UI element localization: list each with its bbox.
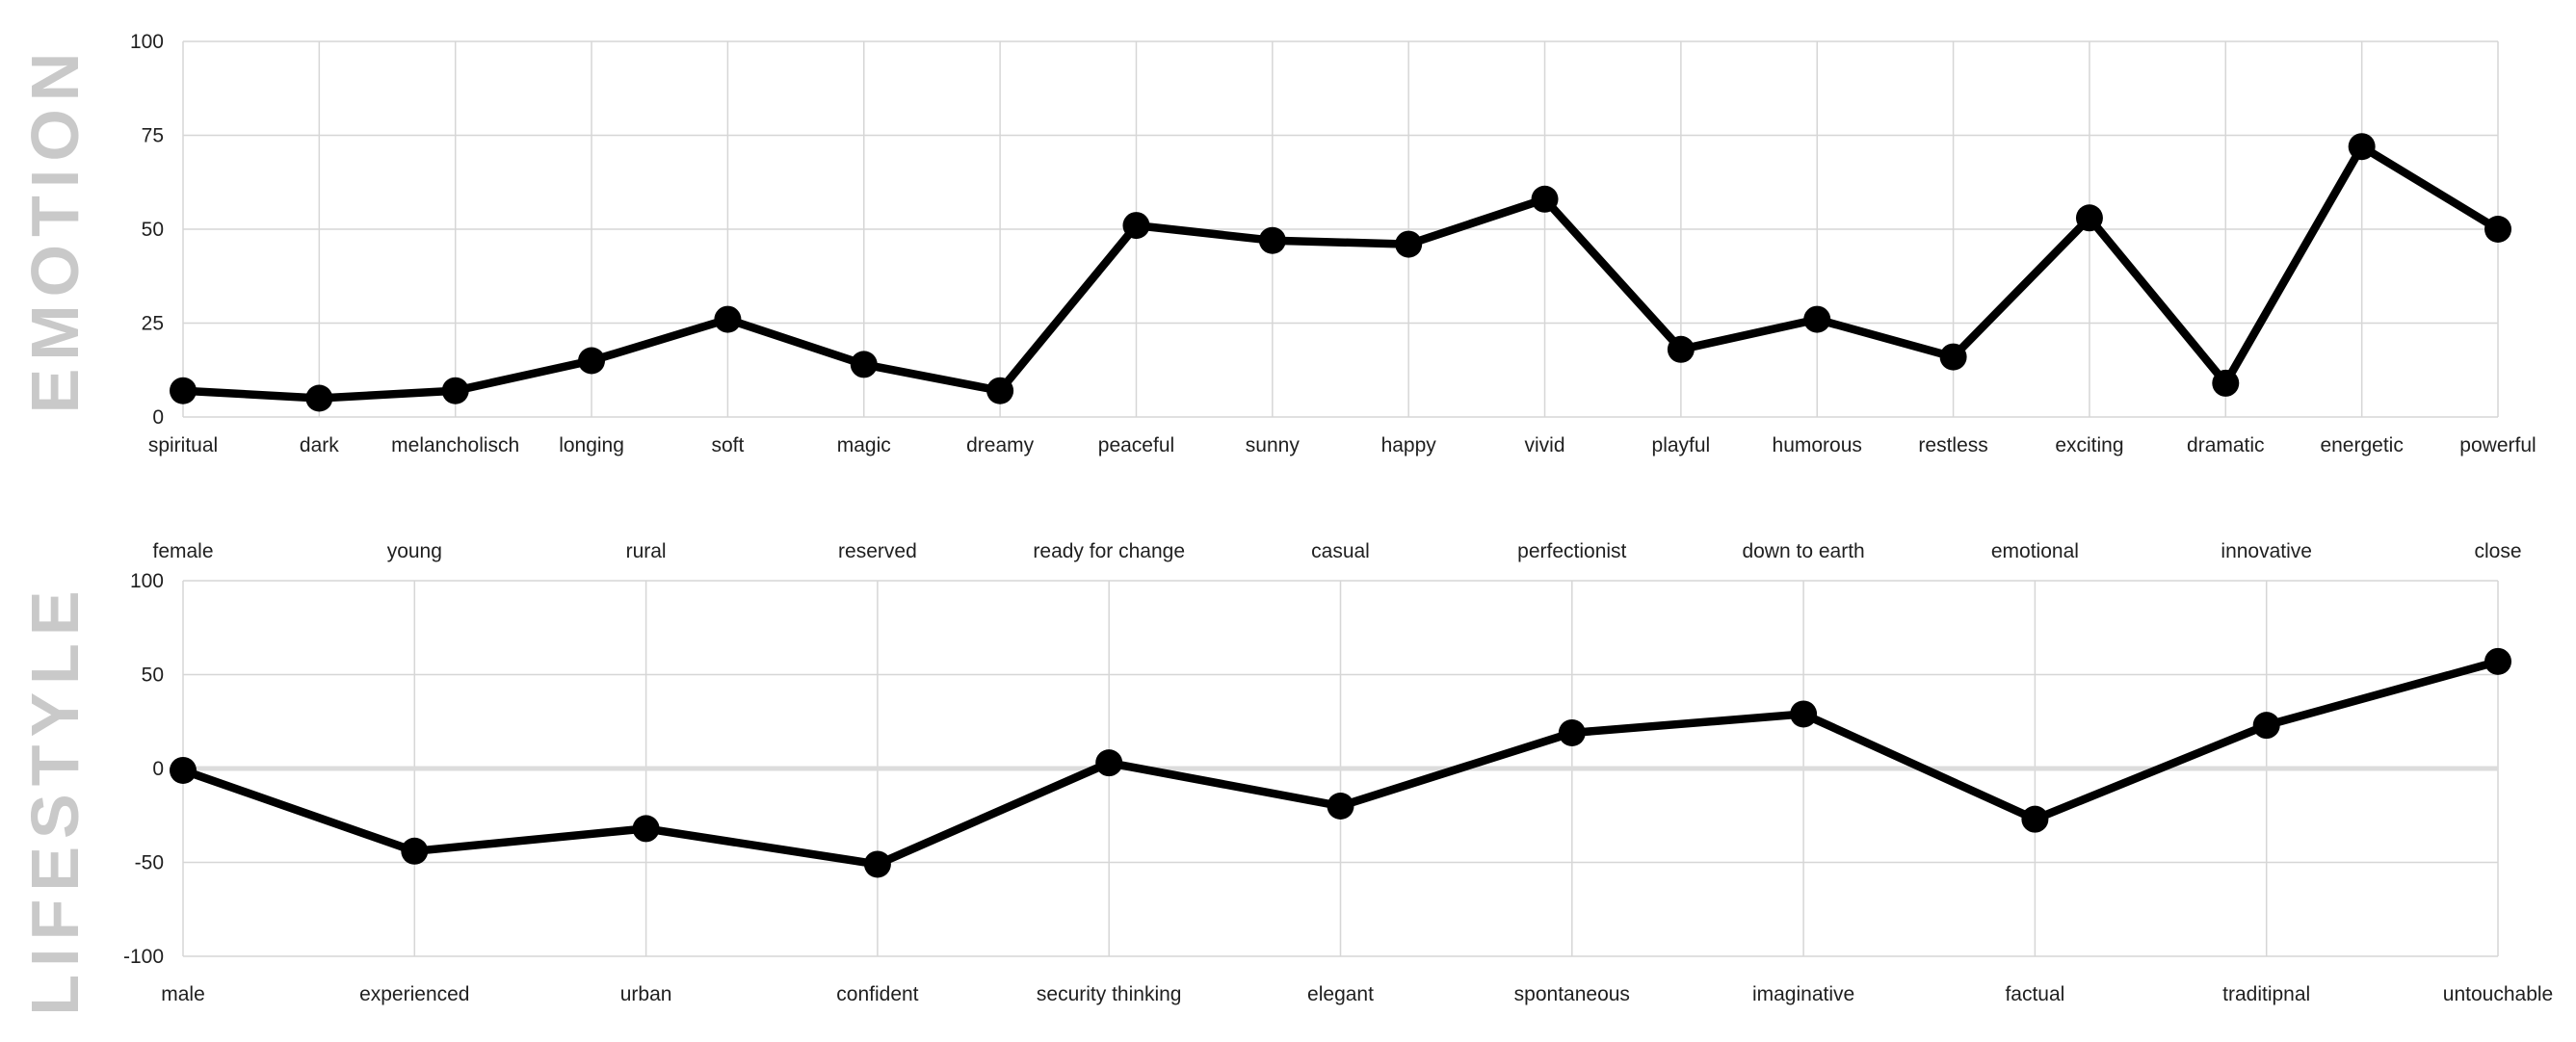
x-category-label: longing [559, 434, 624, 456]
x-category-label-top: rural [626, 540, 667, 562]
data-point [1327, 793, 1354, 820]
x-category-label: exciting [2055, 434, 2123, 456]
x-category-label: peaceful [1098, 434, 1174, 456]
data-point [401, 837, 429, 865]
x-category-label-top: female [152, 540, 213, 562]
data-point [1395, 230, 1423, 258]
x-category-label: powerful [2459, 434, 2536, 456]
x-category-label: elegant [1307, 983, 1374, 1005]
data-point [1095, 749, 1123, 777]
x-category-label-top: young [387, 540, 442, 562]
y-tick-label: 0 [152, 406, 164, 429]
data-point [1531, 185, 1559, 213]
x-category-label-top: ready for change [1033, 540, 1185, 562]
data-point [170, 756, 197, 784]
y-tick-label: 0 [152, 758, 164, 780]
x-category-label: magic [837, 434, 891, 456]
x-category-label-top: reserved [838, 540, 917, 562]
y-tick-label: 50 [142, 219, 164, 241]
x-category-label: factual [2005, 983, 2064, 1005]
x-category-label: male [161, 983, 205, 1005]
data-point [1939, 343, 1967, 371]
data-point [2021, 805, 2049, 833]
series-line [178, 142, 2503, 403]
x-category-label: traditipnal [2222, 983, 2310, 1005]
x-category-label: soft [711, 434, 744, 456]
data-point [1790, 700, 1818, 728]
y-tick-label: -100 [123, 946, 164, 968]
x-category-label: vivid [1525, 434, 1565, 456]
x-category-label: dreamy [966, 434, 1035, 456]
y-tick-label: 100 [130, 31, 164, 53]
data-point [2212, 369, 2240, 397]
x-category-label-top: casual [1311, 540, 1370, 562]
emotion-chart: 0 25 50 75 100 spiritual dark melancholisch long… [130, 31, 2537, 456]
data-point [305, 384, 333, 412]
data-point [441, 377, 469, 404]
data-point [986, 377, 1014, 404]
data-point [1803, 305, 1831, 333]
data-point [2484, 216, 2511, 243]
y-tick-label: 50 [142, 664, 164, 687]
data-point [850, 351, 878, 378]
data-point [170, 377, 197, 404]
data-point [1667, 335, 1695, 363]
x-category-label: spiritual [148, 434, 218, 456]
x-category-label: dark [300, 434, 339, 456]
x-category-label: confident [836, 983, 918, 1005]
y-tick-label: 75 [142, 125, 164, 147]
x-category-label-top: perfectionist [1517, 540, 1626, 562]
data-point [863, 850, 891, 878]
x-category-label: happy [1381, 434, 1437, 456]
data-point [2075, 204, 2103, 232]
data-point [632, 815, 660, 843]
x-category-label: energetic [2320, 434, 2403, 456]
x-category-label: restless [1918, 434, 1987, 456]
x-category-label-top: emotional [1991, 540, 2079, 562]
x-category-label: sunny [1246, 434, 1301, 456]
x-category-label: melancholisch [391, 434, 519, 456]
x-category-label: imaginative [1752, 983, 1854, 1005]
x-category-label: spontaneous [1514, 983, 1630, 1005]
y-tick-label: 100 [130, 570, 164, 592]
x-category-label: experienced [359, 983, 469, 1005]
x-category-label: security thinking [1037, 983, 1182, 1005]
lifestyle-chart: -100 -50 0 50 100 female young rural reserved rea… [123, 540, 2553, 1005]
data-point [578, 347, 606, 375]
y-tick-label: 25 [142, 313, 164, 335]
data-point [2252, 712, 2280, 740]
y-tick-label: -50 [135, 852, 164, 874]
x-category-label: playful [1652, 434, 1711, 456]
x-category-label: urban [620, 983, 672, 1005]
data-point [1258, 226, 1286, 254]
data-point [1122, 212, 1150, 240]
x-category-label: untouchable [2443, 983, 2553, 1005]
data-point [2348, 133, 2376, 161]
x-category-label: humorous [1773, 434, 1862, 456]
x-category-label-top: close [2474, 540, 2521, 562]
data-point [714, 305, 742, 333]
x-category-label-top: down to earth [1742, 540, 1864, 562]
x-category-label: dramatic [2187, 434, 2265, 456]
x-category-label-top: innovative [2221, 540, 2312, 562]
data-point [2484, 647, 2511, 675]
data-point [1558, 718, 1586, 746]
